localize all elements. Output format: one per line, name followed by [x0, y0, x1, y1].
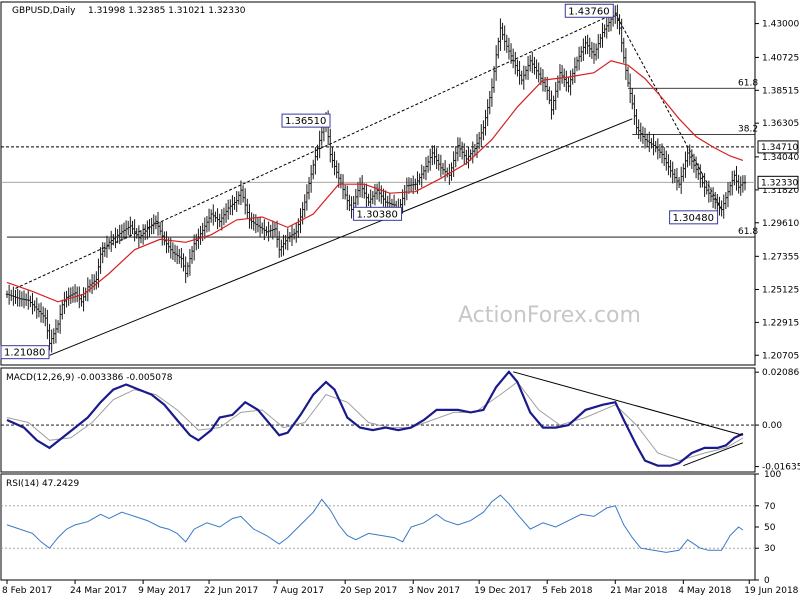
x-tick-label: 3 Nov 2017: [408, 586, 460, 596]
rsi-y-tick-label: 50: [764, 523, 776, 533]
price-callout-label: 1.30380: [357, 209, 398, 220]
price-callout-box: [0, 345, 50, 360]
macd-panel: 0.020861 0.00 -0.016357: [1, 368, 800, 473]
price-y-tick-label: 1.29610: [762, 219, 799, 229]
price-y-tick-label: 1.43000: [762, 20, 799, 30]
price-y-tick-label: 1.27355: [762, 252, 799, 262]
moving-average-line: [6, 60, 744, 303]
x-tick-label: 21 Mar 2018: [610, 586, 667, 596]
macd-y-tick-label: 0.020861: [762, 368, 800, 378]
macd-title: MACD(12,26,9) -0.003386 -0.005078: [6, 373, 173, 383]
fib-level-label: 61.8: [738, 227, 758, 237]
fib-level-label: 38.2: [738, 124, 758, 134]
price-callout-box: [564, 3, 614, 18]
watermark: ActionForex.com: [458, 303, 641, 328]
last-price-marker: 1.32330: [761, 178, 798, 188]
downtrend-line: [614, 12, 723, 210]
macd-y-tick-label: -0.016357: [762, 463, 800, 473]
x-tick-label: 7 Aug 2017: [272, 586, 324, 596]
price-callout-label: 1.43760: [568, 6, 609, 17]
macd-signal-line: [6, 381, 744, 462]
price-y-tick-label: 1.20705: [762, 351, 799, 361]
x-tick-label: 19 Jun 2018: [744, 586, 798, 596]
last-price-marker-box: [757, 175, 799, 189]
price-callout-box: [281, 113, 331, 128]
x-tick-label: 22 Jun 2017: [204, 586, 258, 596]
x-tick-label: 8 Feb 2017: [2, 586, 52, 596]
rsi-y-tick-label: 0: [764, 576, 770, 586]
symbol-label: GBPUSD,Daily: [12, 6, 76, 16]
resistance-price-marker-box: [757, 140, 799, 154]
price-panel: 1.43000 1.40725 1.38515 1.36305 1.34040 1.318…: [0, 3, 799, 361]
fib-level-label: 61.8: [738, 78, 758, 88]
rsi-y-tick-label: 70: [764, 502, 776, 512]
price-callout-label: 1.36510: [285, 116, 326, 127]
rsi-title: RSI(14) 47.2429: [6, 479, 79, 489]
macd-panel-frame: [0, 367, 756, 473]
x-axis: 8 Feb 2017 24 Mar 2017 9 May 2017 22 Jun 20…: [2, 580, 799, 596]
price-y-tick-label: 1.22915: [762, 318, 799, 328]
price-y-tick-label: 1.25125: [762, 285, 799, 295]
price-panel-frame: [0, 1, 756, 366]
x-tick-label: 5 Feb 2018: [542, 586, 593, 596]
price-y-tick-label: 1.31820: [762, 186, 799, 196]
price-y-tick-label: 1.38515: [762, 86, 799, 96]
rsi-y-tick-label: 30: [764, 544, 776, 554]
price-callout-label: 1.21080: [4, 348, 45, 359]
rsi-line: [6, 494, 744, 553]
price-y-tick-label: 1.40725: [762, 53, 799, 63]
rsi-y-tick-label: 100: [764, 470, 781, 480]
x-tick-label: 4 May 2018: [678, 586, 731, 596]
macd-lower-trendline: [683, 442, 744, 467]
ohlc-label: 1.31998 1.32385 1.31021 1.32330: [88, 6, 246, 16]
macd-y-tick-label: 0.00: [762, 421, 782, 431]
price-callout-box: [669, 210, 719, 225]
price-callout-box: [353, 206, 403, 221]
x-tick-label: 9 May 2017: [138, 586, 191, 596]
price-y-tick-label: 1.36305: [762, 119, 799, 129]
resistance-price-marker: 1.34710: [761, 143, 798, 153]
macd-upper-trendline: [513, 371, 744, 436]
x-tick-label: 24 Mar 2017: [70, 586, 127, 596]
price-callout-label: 1.30480: [673, 213, 714, 224]
x-tick-label: 19 Dec 2017: [474, 586, 532, 596]
macd-line: [6, 370, 744, 467]
x-tick-label: 20 Sep 2017: [340, 586, 397, 596]
rsi-panel: 100 70 50 30 0: [1, 470, 781, 586]
channel-lower-line: [49, 118, 633, 356]
price-y-tick-label: 1.34040: [762, 153, 799, 163]
